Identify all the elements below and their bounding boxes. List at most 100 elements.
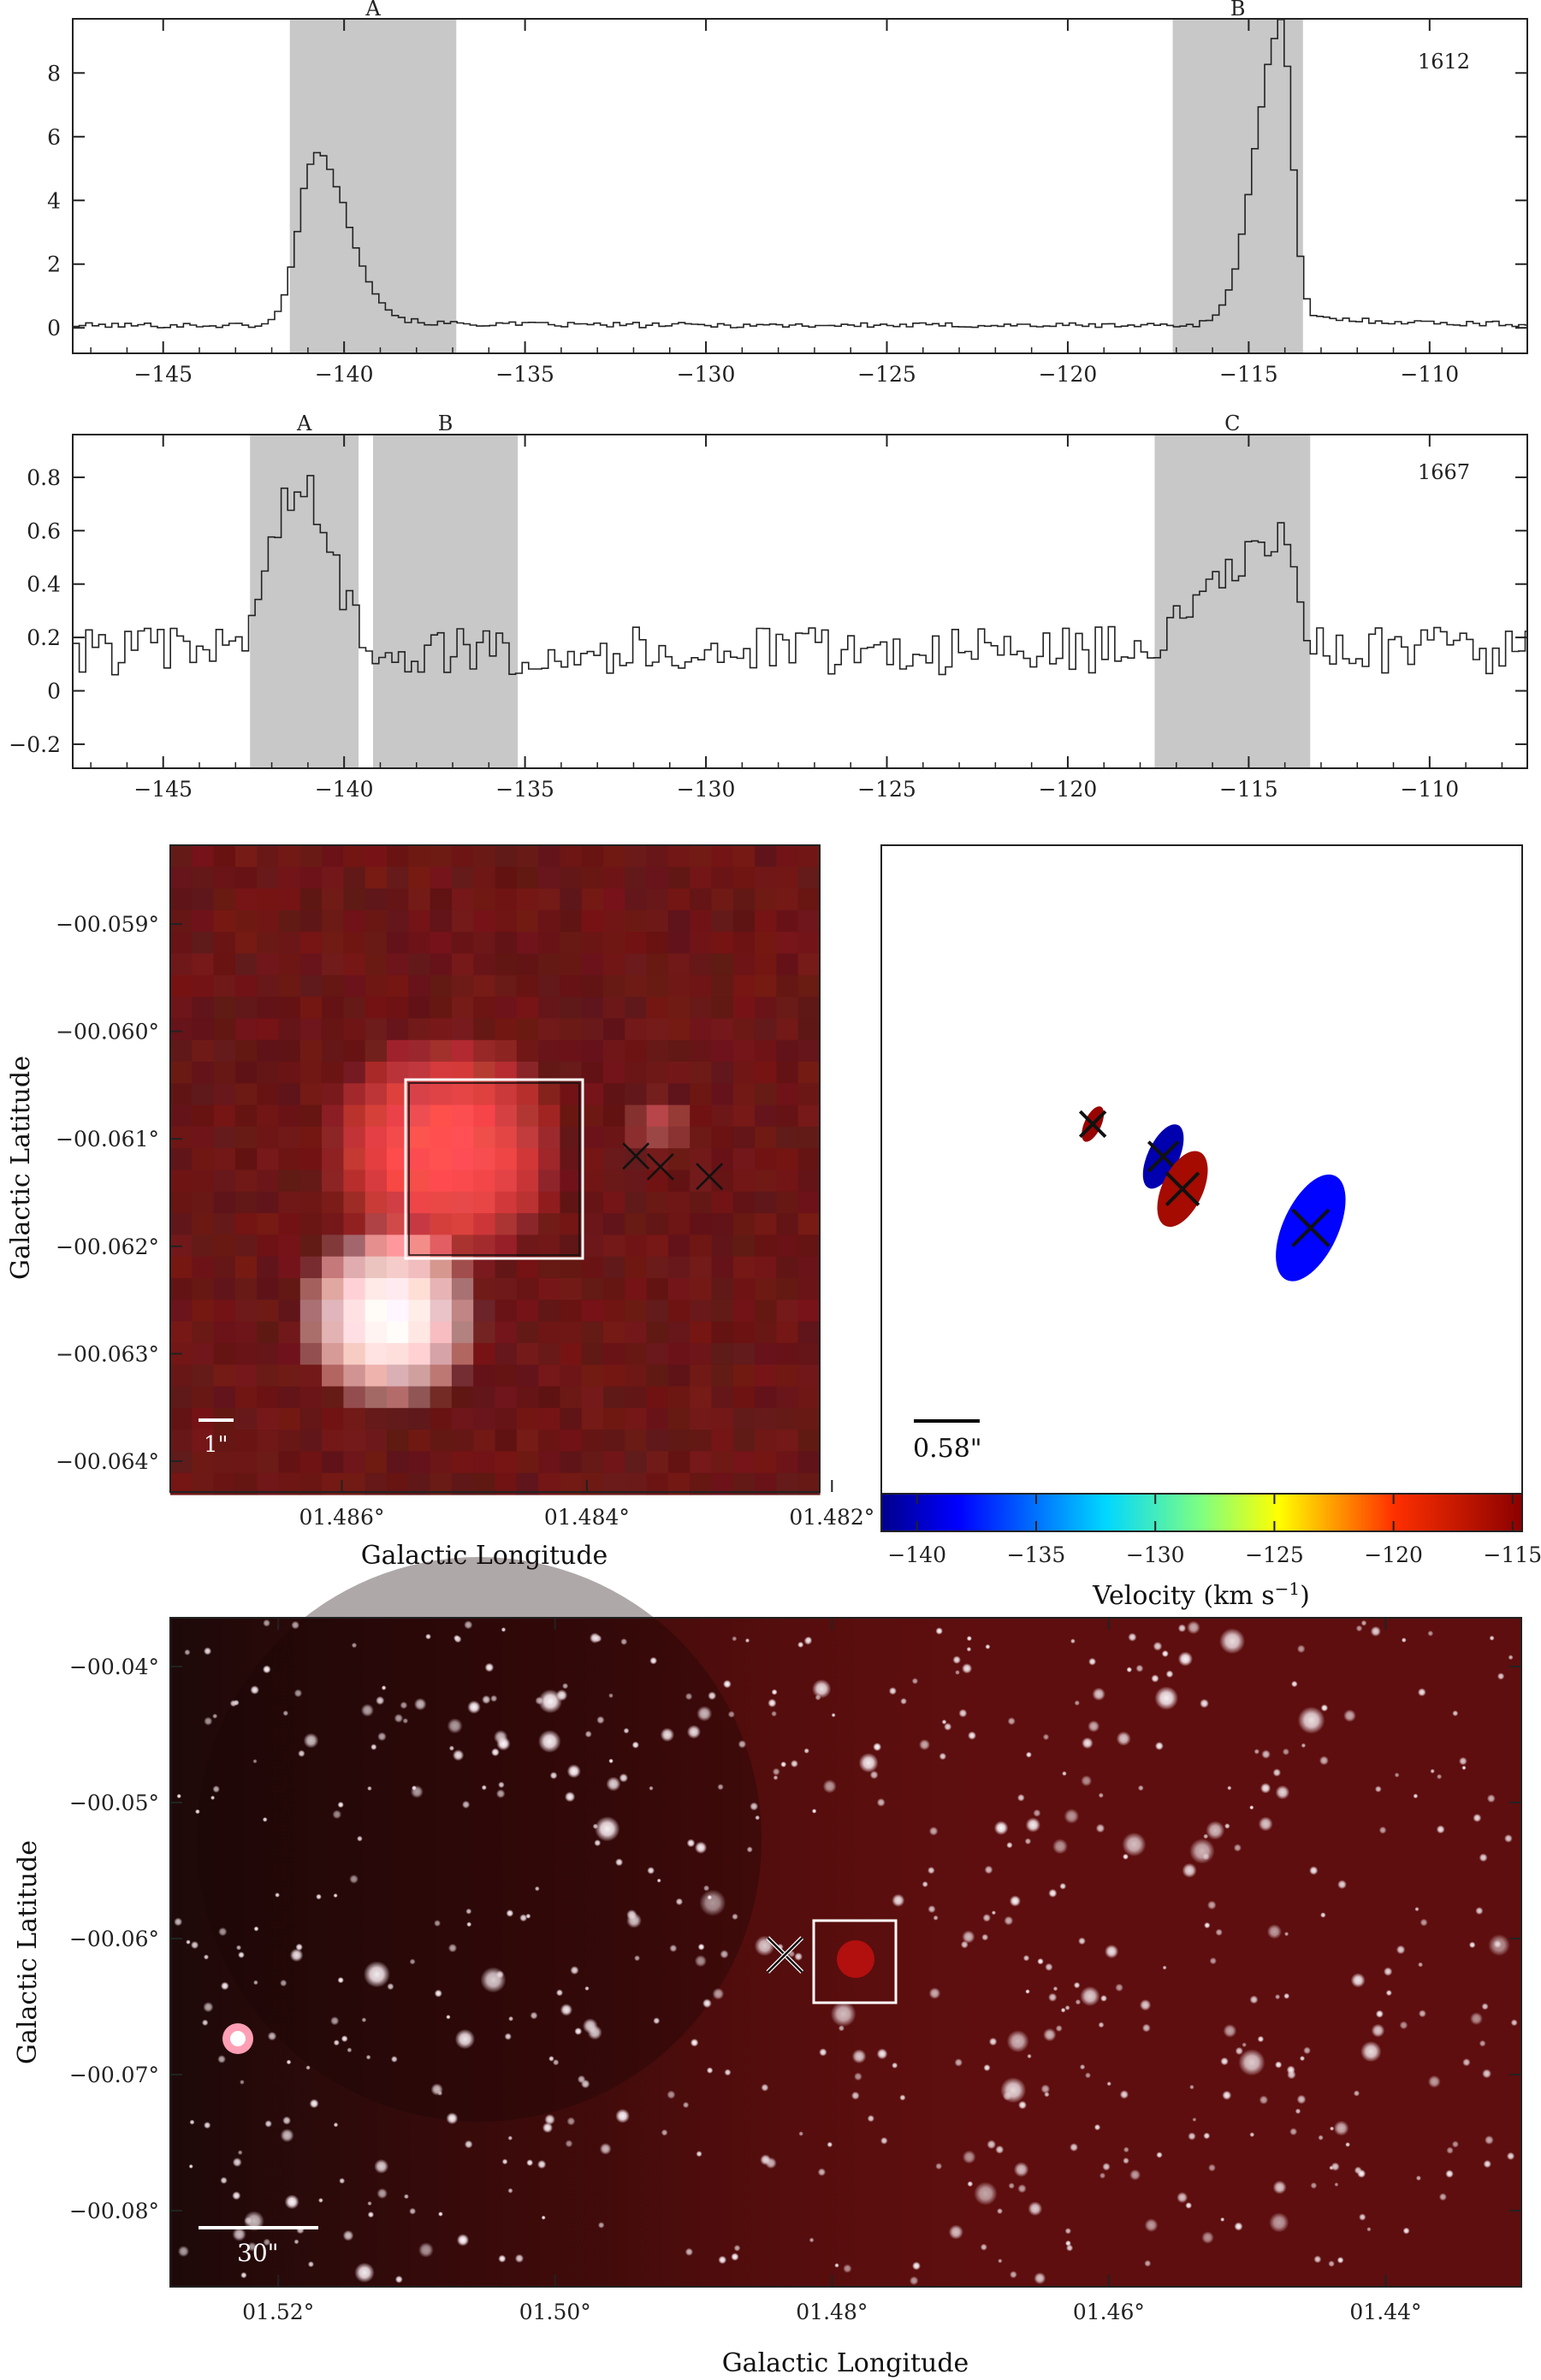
colorbar-tick-label: −130 [1126, 1542, 1185, 1567]
image-pixel [646, 1104, 669, 1128]
image-pixel [322, 1234, 344, 1258]
star [815, 1694, 821, 1701]
star [461, 1800, 471, 1809]
star [1024, 1838, 1032, 1845]
image-pixel [473, 932, 496, 955]
image-pixel [797, 1126, 821, 1149]
star [501, 2158, 508, 2165]
star [1161, 1649, 1169, 1658]
image-pixel [711, 932, 734, 955]
image-pixel [538, 888, 560, 911]
image-pixel [516, 1430, 539, 1452]
star [1427, 1630, 1434, 1637]
star [262, 1665, 271, 1674]
image-pixel [299, 932, 323, 955]
x-tick-label: −120 [1039, 777, 1098, 802]
star [1064, 2004, 1070, 2010]
image-pixel [213, 1126, 236, 1149]
star [240, 2079, 245, 2085]
image-pixel [322, 888, 344, 911]
star [952, 1655, 961, 1664]
image-pixel [343, 1148, 366, 1171]
image-pixel [213, 1148, 236, 1171]
image-pixel [473, 1083, 496, 1106]
star [1206, 1821, 1225, 1840]
image-pixel [365, 997, 388, 1019]
star [773, 1775, 779, 1780]
star [176, 1793, 181, 1799]
star [553, 2059, 560, 2066]
image-pixel [430, 1039, 453, 1063]
star [1200, 1698, 1209, 1708]
image-pixel [776, 1365, 799, 1388]
image-pixel [797, 1191, 821, 1214]
star [1371, 2023, 1385, 2038]
image-pixel [667, 932, 690, 955]
star [253, 1980, 258, 1986]
image-pixel [625, 1451, 648, 1474]
y-tick-label: −00.061° [56, 1127, 159, 1152]
image-pixel [516, 974, 539, 998]
star [1204, 1921, 1211, 1929]
image-pixel [343, 1213, 366, 1235]
star [1116, 1731, 1131, 1746]
image-pixel [170, 1321, 193, 1344]
image-pixel [430, 1083, 453, 1106]
image-pixel [234, 1300, 258, 1323]
star [909, 2276, 919, 2286]
image-pixel [430, 1278, 453, 1300]
image-pixel [408, 1039, 431, 1063]
image-pixel [365, 1062, 388, 1084]
image-pixel [234, 1213, 258, 1235]
star [210, 1795, 216, 1800]
stars [174, 1619, 1518, 2286]
star [390, 2056, 398, 2063]
star [504, 2033, 512, 2040]
image-pixel [365, 1300, 388, 1323]
image-pixel [322, 1386, 344, 1409]
star [1203, 1833, 1209, 1839]
image-pixel [776, 1256, 799, 1279]
star [1493, 1939, 1502, 1949]
image-pixel [213, 1169, 236, 1193]
star [263, 2238, 271, 2247]
image-pixel [213, 1278, 236, 1300]
image-pixel [516, 932, 539, 955]
star [1360, 2040, 1382, 2063]
image-pixel [560, 953, 583, 976]
star [286, 2059, 292, 2065]
star [446, 2015, 451, 2020]
image-pixel [667, 1018, 690, 1041]
x-tick-label: 01.484° [544, 1505, 630, 1530]
star [1249, 2132, 1255, 2138]
image-pixel [192, 1018, 215, 1041]
star [620, 1638, 628, 1645]
x-tick-label: −130 [677, 777, 736, 802]
image-pixel [257, 953, 280, 976]
star [831, 1713, 836, 1718]
image-pixel [646, 1213, 669, 1235]
star [1075, 1998, 1082, 2005]
image-pixel [257, 1321, 280, 1344]
image-pixel [343, 974, 366, 998]
image-pixel [667, 845, 690, 867]
image-pixel [625, 1278, 648, 1300]
star [941, 1719, 947, 1725]
star [1345, 2141, 1350, 2147]
star [1088, 1720, 1100, 1732]
image-pixel [322, 1213, 344, 1235]
star [619, 1773, 629, 1783]
image-pixel [495, 1039, 518, 1063]
star [1233, 1844, 1242, 1852]
image-pixel [192, 1256, 215, 1279]
star [367, 2211, 375, 2218]
star [303, 1732, 319, 1749]
star [760, 2154, 772, 2166]
image-pixel [257, 1191, 280, 1214]
image-pixel [711, 974, 734, 998]
image-pixel [192, 1083, 215, 1106]
image-pixel [755, 932, 777, 955]
star [351, 1643, 358, 1649]
star [1224, 1823, 1230, 1829]
image-pixel [451, 1104, 474, 1128]
